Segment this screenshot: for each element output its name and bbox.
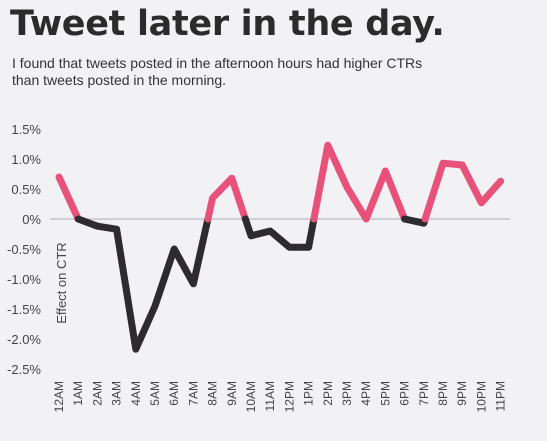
x-tick-label-6pm: 6PM [398, 381, 412, 406]
data-point-4pm [363, 216, 369, 222]
x-tick-label-10am: 10AM [244, 381, 258, 412]
x-tick-label-10pm: 10PM [474, 381, 488, 412]
data-point-12pm [286, 244, 292, 250]
data-point-8pm [440, 160, 446, 166]
x-tick-label-11am: 11AM [263, 381, 277, 411]
positive-line-segment-4 [310, 141, 409, 223]
positive-line-segment-6 [421, 159, 505, 223]
x-tick-label-2pm: 2PM [321, 381, 335, 406]
chart-title: Tweet later in the day. [10, 4, 445, 44]
data-point-12am [56, 174, 62, 180]
x-tick-label-1pm: 1PM [302, 381, 316, 406]
x-tick-label-5am: 5AM [148, 381, 162, 406]
positive-line-segment-2 [204, 174, 249, 223]
data-point-10am [248, 233, 254, 239]
x-tick-label-6am: 6AM [167, 381, 181, 406]
x-tick-label-11pm: 11PM [494, 381, 508, 411]
x-tick-label-1am: 1AM [71, 381, 85, 406]
data-point-5pm [382, 168, 388, 174]
x-tick-label-4pm: 4PM [359, 381, 373, 406]
chart-subtitle: I found that tweets posted in the aftern… [12, 55, 423, 88]
negative-line-segment-3 [241, 215, 318, 251]
data-point-2pm [325, 142, 331, 148]
x-tick-label-12pm: 12PM [282, 381, 296, 412]
data-point-1am [75, 216, 81, 222]
data-point-8am [210, 195, 216, 201]
x-tick-label-12am: 12AM [52, 381, 66, 412]
data-point-7am [190, 281, 196, 287]
positive-line-segment-0 [55, 173, 82, 223]
y-tick-label: -1.5% [7, 302, 41, 317]
data-point-1pm [306, 244, 312, 250]
data-point-9am [229, 175, 235, 181]
y-tick-label: 0.5% [11, 182, 41, 197]
x-tick-label-8am: 8AM [206, 381, 220, 406]
data-point-3am [114, 226, 120, 232]
y-axis-label: Effect on CTR [54, 242, 69, 323]
data-point-2am [94, 223, 100, 229]
x-tick-label-7pm: 7PM [417, 381, 431, 406]
x-tick-label-7am: 7AM [186, 381, 200, 406]
data-point-3pm [344, 184, 350, 190]
x-tick-label-5pm: 5PM [378, 381, 392, 406]
y-tick-label: -2.0% [7, 332, 41, 347]
data-point-10pm [478, 200, 484, 206]
data-point-6am [171, 246, 177, 252]
data-point-5am [152, 303, 158, 309]
data-point-7pm [421, 220, 427, 226]
x-tick-label-4am: 4AM [129, 381, 143, 406]
x-tick-label-3am: 3AM [110, 381, 124, 406]
data-point-4am [133, 346, 139, 352]
y-tick-label: -0.5% [7, 242, 41, 257]
negative-line-segment-1 [74, 215, 212, 353]
x-tick-label-3pm: 3PM [340, 381, 354, 406]
data-point-6pm [402, 216, 408, 222]
y-tick-label: -2.5% [7, 362, 41, 377]
data-point-11pm [498, 178, 504, 184]
x-tick-label-8pm: 8PM [436, 381, 450, 406]
y-tick-label: 1.5% [11, 122, 41, 137]
y-tick-label: 1.0% [11, 152, 41, 167]
data-point-9pm [459, 162, 465, 168]
data-point-11am [267, 228, 273, 234]
y-tick-label: -1.0% [7, 272, 41, 287]
y-tick-label: 0% [22, 212, 41, 227]
x-tick-label-2am: 2AM [90, 381, 104, 406]
x-tick-label-9pm: 9PM [455, 381, 469, 406]
x-tick-label-9am: 9AM [225, 381, 239, 406]
